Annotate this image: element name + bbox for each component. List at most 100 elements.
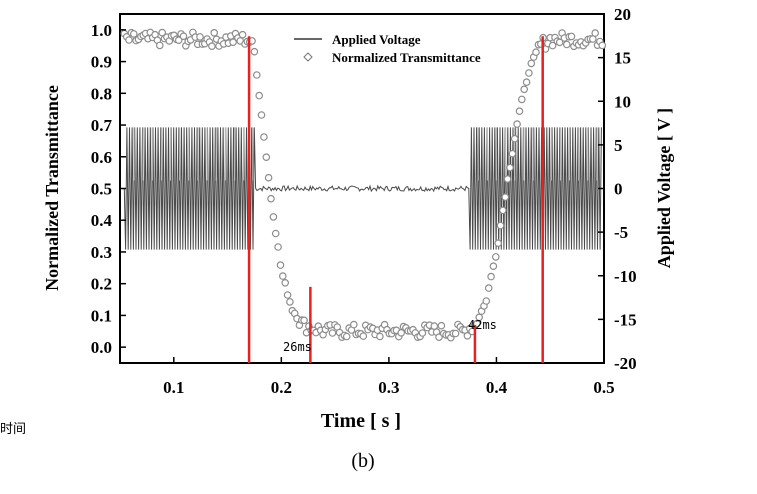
transmittance-point	[562, 40, 571, 49]
transmittance-point	[359, 332, 368, 340]
transmittance-point	[475, 313, 484, 322]
transmittance-point	[255, 91, 264, 100]
transmittance-point	[515, 107, 524, 116]
x-tick-label: 0.2	[271, 378, 292, 397]
x-tick-label: 0.4	[486, 378, 508, 397]
transmittance-point	[174, 36, 183, 45]
y-left-tick-label: 1.0	[91, 21, 112, 40]
transmittance-point	[274, 243, 282, 251]
voltage-line	[123, 127, 602, 250]
transmittance-point	[506, 163, 514, 172]
transmittance-point	[567, 32, 576, 41]
transmittance-point	[252, 71, 261, 79]
y-left-tick-label: 0.4	[91, 211, 113, 230]
transmittance-point	[276, 261, 285, 269]
response-time-markers: 26ms 42ms	[247, 36, 544, 363]
axes: 0.1 0.2 0.3 0.4 0.5 0.0 0.1 0.2 0.3 0.4 0.5 0.6 0.7 0…	[91, 5, 637, 397]
transmittance-point	[283, 291, 292, 299]
transmittance-point	[499, 206, 507, 215]
transmittance-point	[262, 153, 271, 162]
transmittance-point	[349, 320, 358, 329]
y-right-tick-label: 0	[614, 180, 623, 199]
transmittance-point	[376, 332, 384, 341]
transmittance-point	[522, 78, 531, 87]
transmittance-point	[496, 221, 505, 230]
transmittance-point	[491, 253, 500, 261]
transmittance-point	[482, 297, 491, 305]
transmittance-point	[548, 41, 557, 50]
transmittance-point	[278, 272, 287, 280]
legend-diamond-marker	[303, 52, 313, 62]
transmittance-point	[503, 175, 512, 183]
x-axis-label: Time [ s ]	[321, 410, 401, 432]
transmittance-point	[250, 47, 259, 56]
y-right-tick-label: 10	[614, 92, 631, 111]
response-time-annotation: 42ms	[468, 318, 497, 332]
transmittance-point	[437, 321, 446, 330]
response-time-annotation: 26ms	[283, 340, 312, 354]
transmittance-point	[267, 194, 275, 203]
y-left-tick-label: 0.3	[91, 243, 112, 262]
transmittance-point	[269, 213, 278, 221]
transmittance-point	[487, 272, 495, 281]
y-left-tick-label: 0.0	[91, 338, 112, 357]
transmittance-point	[520, 85, 529, 94]
y-left-tick-label: 0.8	[91, 84, 112, 103]
transmittance-point	[525, 69, 533, 77]
transmittance-point	[229, 38, 237, 47]
x-tick-label: 0.1	[163, 378, 184, 397]
y-left-tick-label: 0.7	[91, 116, 113, 135]
transmittance-point	[260, 133, 268, 141]
transmittance-point	[286, 298, 294, 306]
transmittance-point	[130, 30, 138, 38]
transmittance-point	[508, 149, 517, 158]
y-left-tick-label: 0.5	[91, 180, 112, 199]
y-right-tick-label: -20	[614, 354, 637, 373]
x-tick-label: 0.5	[593, 378, 614, 397]
transmittance-point	[257, 111, 266, 119]
transmittance-point	[156, 41, 164, 50]
y-right-tick-label: -15	[614, 310, 637, 329]
transmittance-point	[510, 134, 519, 143]
legend-entry-voltage: Applied Voltage	[332, 32, 421, 47]
y-right-tick-label: 5	[614, 136, 623, 155]
transmittance-point	[238, 30, 247, 39]
transmittance-series	[120, 28, 607, 342]
y-left-tick-label: 0.9	[91, 53, 112, 72]
y-axis-left-label: Normalized Transmittance	[42, 85, 62, 291]
transmittance-point	[494, 239, 503, 248]
voltage-series	[123, 127, 602, 250]
y-left-tick-label: 0.2	[91, 275, 112, 294]
transmittance-point	[264, 173, 273, 182]
side-note: 时间	[0, 422, 26, 437]
y-left-tick-label: 0.6	[91, 148, 112, 167]
transmittance-point	[501, 193, 510, 201]
transmittance-point	[342, 332, 351, 341]
transmittance-point	[463, 331, 472, 340]
y-right-tick-label: 20	[614, 5, 631, 24]
transmittance-point	[300, 316, 308, 325]
y-right-tick-label: -10	[614, 267, 637, 286]
legend-entry-transmittance: Normalized Transmittance	[332, 50, 481, 65]
transmittance-point	[591, 29, 600, 37]
transmittance-point	[281, 278, 290, 287]
transmittance-point	[484, 284, 493, 292]
labels: Time [ s ] Normalized Transmittance Appl…	[0, 85, 674, 472]
transmittance-point	[125, 36, 133, 44]
figure-caption: (b)	[351, 450, 374, 472]
transmittance-point	[210, 28, 219, 37]
transmittance-point	[196, 33, 204, 41]
transmittance-point	[489, 262, 498, 271]
transmittance-point	[271, 229, 280, 238]
transmittance-point	[598, 41, 607, 50]
transmittance-point	[451, 329, 460, 338]
transmittance-point	[527, 59, 536, 68]
transmittance-point	[532, 48, 540, 57]
y-axis-right-label: Applied Voltage [ V ]	[654, 108, 674, 268]
transmittance-point	[208, 42, 216, 51]
transmittance-point	[179, 32, 188, 41]
y-right-tick-label: 15	[614, 49, 631, 68]
y-right-tick-label: -5	[614, 223, 628, 242]
x-tick-label: 0.3	[378, 378, 399, 397]
